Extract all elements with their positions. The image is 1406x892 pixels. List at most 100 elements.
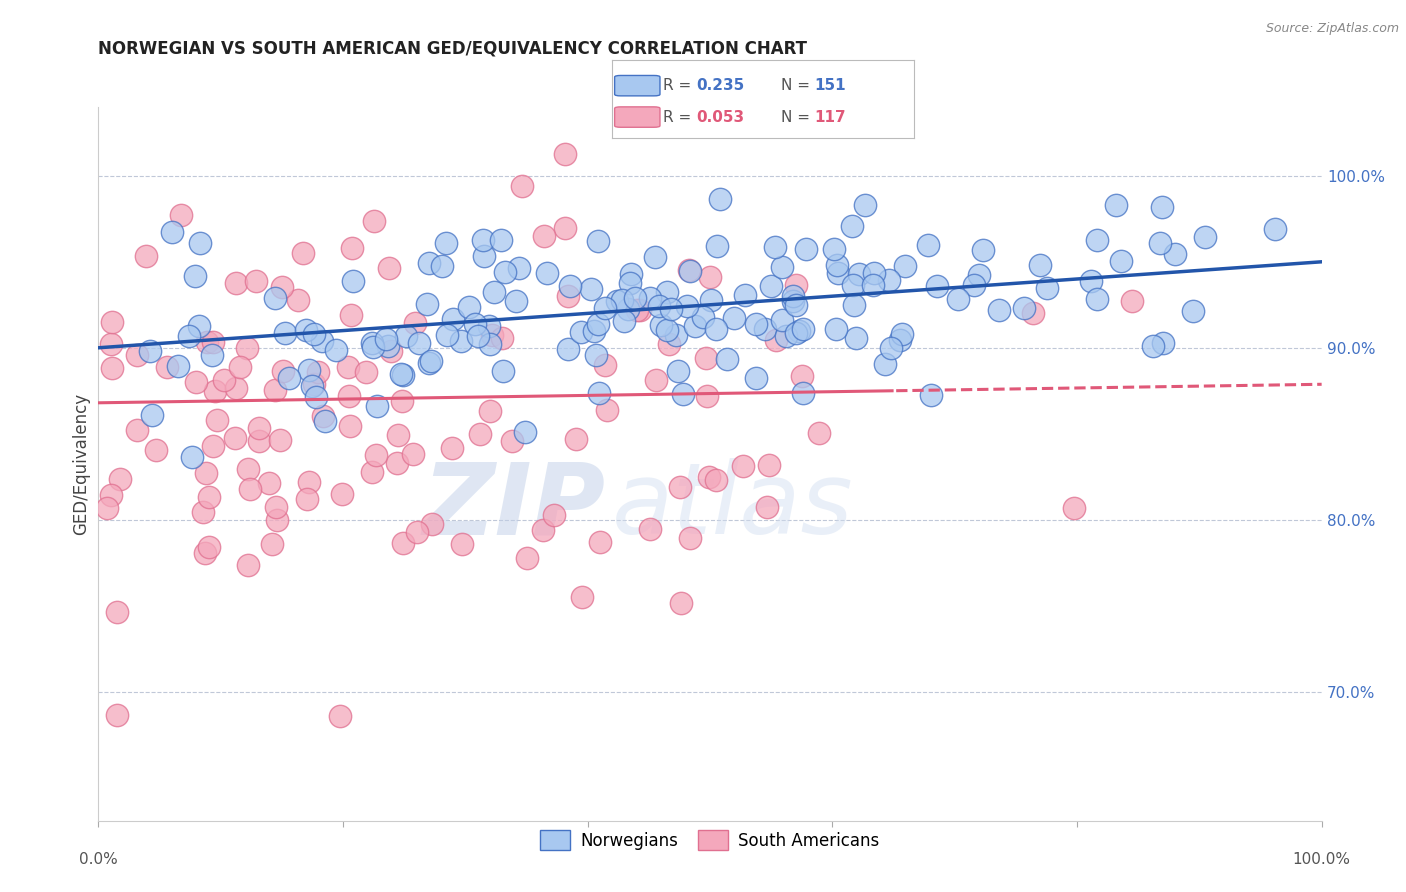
Point (127, 423, 149, 437)
Point (389, 367, 412, 381)
Point (339, 419, 361, 434)
Point (271, 364, 294, 378)
Point (489, 233, 512, 247)
Point (623, 291, 645, 305)
Point (298, 475, 321, 489)
Point (391, 394, 413, 409)
Point (927, 278, 949, 293)
Point (666, 363, 689, 377)
Point (972, 243, 994, 257)
Point (225, 276, 247, 290)
Point (853, 197, 876, 211)
Text: ZIP: ZIP (423, 458, 606, 555)
Point (269, 433, 291, 447)
Point (619, 276, 641, 290)
Point (301, 379, 323, 393)
Point (266, 513, 288, 527)
Legend: Norwegians, South Americans: Norwegians, South Americans (531, 822, 889, 859)
Point (808, 426, 831, 441)
Point (731, 458, 754, 473)
Point (387, 457, 409, 471)
Point (823, 242, 845, 256)
Point (696, 389, 718, 403)
Point (408, 336, 430, 351)
Point (501, 434, 523, 448)
Point (889, 333, 911, 347)
Point (402, 447, 425, 461)
Point (1150, 200, 1173, 214)
Point (374, 332, 396, 346)
Point (1164, 247, 1187, 261)
Point (145, 442, 167, 457)
Point (420, 517, 443, 532)
Point (593, 358, 616, 372)
Text: R =: R = (664, 78, 696, 93)
Text: 0.053: 0.053 (696, 110, 744, 125)
Point (247, 421, 270, 435)
Point (479, 336, 502, 351)
Text: 0.235: 0.235 (696, 78, 745, 93)
Point (238, 461, 260, 475)
Point (188, 235, 211, 250)
Point (195, 334, 218, 349)
Point (678, 531, 700, 545)
Point (363, 214, 385, 228)
Point (785, 277, 807, 292)
Point (827, 266, 849, 280)
Point (468, 427, 491, 442)
Point (337, 389, 360, 403)
Point (205, 413, 228, 427)
Point (1194, 230, 1216, 244)
Point (655, 323, 678, 337)
Point (613, 314, 636, 328)
Point (644, 373, 666, 387)
Point (917, 237, 939, 252)
Point (378, 260, 401, 275)
Point (395, 328, 418, 343)
Point (478, 318, 501, 333)
Point (377, 338, 399, 352)
Point (505, 294, 527, 309)
Point (723, 310, 745, 325)
Point (264, 500, 287, 514)
Point (472, 233, 495, 247)
Point (770, 313, 793, 327)
Point (1152, 335, 1174, 350)
Point (1063, 500, 1085, 515)
Point (699, 293, 721, 307)
Point (862, 277, 884, 292)
Point (880, 341, 903, 355)
Point (536, 266, 558, 280)
Point (1109, 254, 1132, 268)
Point (678, 262, 700, 277)
Point (792, 322, 814, 336)
Point (436, 327, 458, 342)
Point (380, 343, 402, 358)
Point (873, 357, 896, 371)
Point (716, 352, 738, 367)
Y-axis label: GED/Equivalency: GED/Equivalency (72, 392, 90, 535)
Point (1085, 292, 1108, 306)
Point (827, 258, 849, 272)
Point (392, 536, 415, 550)
Point (946, 292, 969, 306)
Point (772, 260, 794, 274)
Point (672, 387, 695, 401)
Point (785, 326, 807, 340)
Point (305, 390, 328, 404)
Point (247, 434, 270, 448)
Point (533, 229, 555, 244)
Point (139, 343, 162, 358)
Point (626, 302, 648, 317)
Point (775, 329, 797, 343)
Point (596, 403, 619, 417)
Point (194, 546, 217, 560)
Point (554, 220, 576, 235)
Point (170, 208, 193, 222)
Point (270, 280, 292, 294)
Point (669, 596, 692, 610)
Point (1012, 301, 1035, 315)
Point (484, 285, 506, 300)
Point (675, 299, 697, 313)
Point (588, 386, 610, 401)
